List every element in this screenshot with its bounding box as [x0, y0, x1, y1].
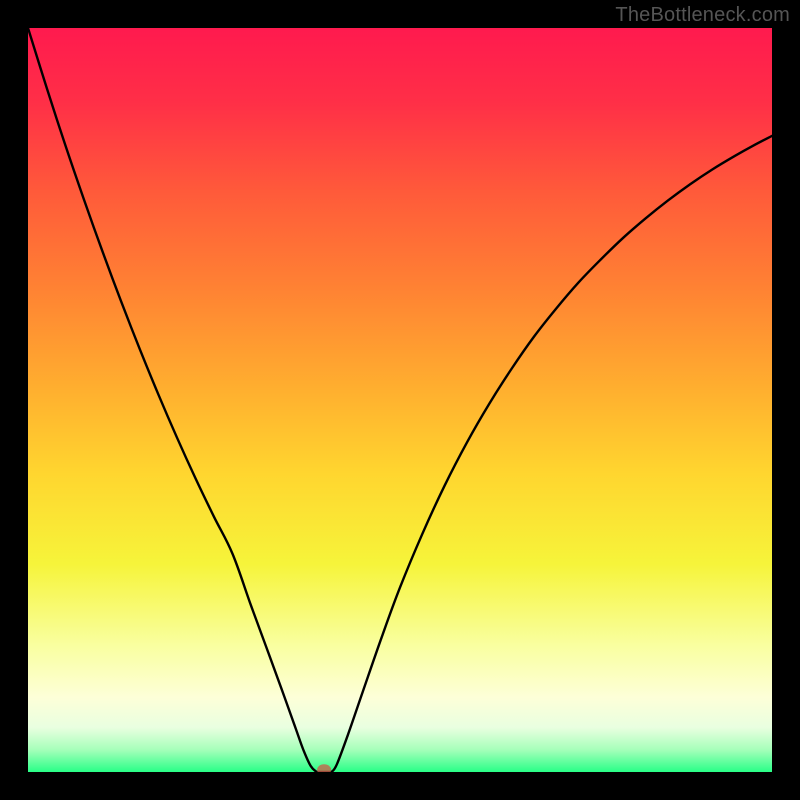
gradient-background: [28, 28, 772, 772]
chart-container: TheBottleneck.com: [0, 0, 800, 800]
chart-svg: [28, 28, 772, 772]
watermark-text: TheBottleneck.com: [615, 4, 790, 27]
bottleneck-chart: [28, 28, 772, 772]
